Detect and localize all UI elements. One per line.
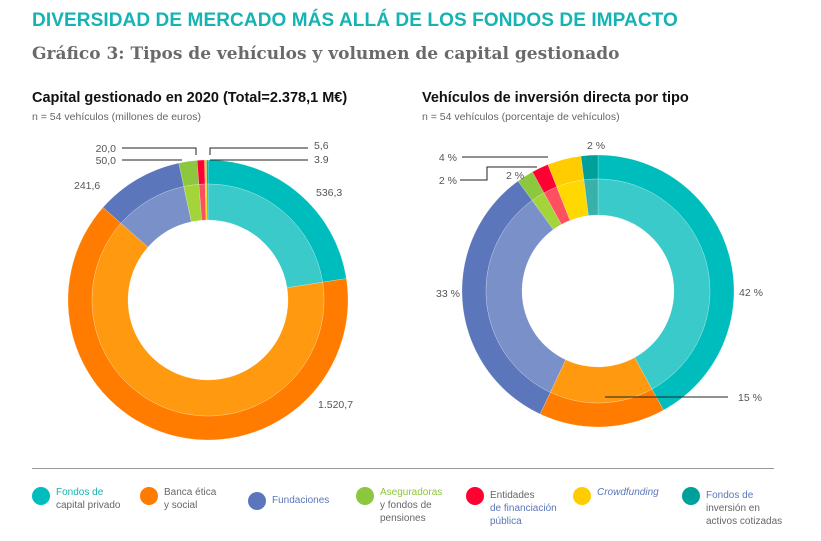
legend-label: Fondos de bbox=[56, 487, 104, 498]
section-title: DIVERSIDAD DE MERCADO MÁS ALLÁ DE LOS FO… bbox=[32, 10, 678, 31]
label-fundaciones: 241,6 bbox=[74, 180, 100, 192]
slice-inner-2 bbox=[120, 186, 192, 248]
slice-inner-6 bbox=[206, 183, 209, 221]
left-donut bbox=[67, 159, 349, 441]
slice-outer-6 bbox=[206, 159, 209, 185]
legend-label: Entidades bbox=[490, 490, 535, 501]
legend-item-capital-privado: Fondos de capital privado bbox=[32, 486, 120, 512]
slice-inner-1 bbox=[549, 357, 653, 404]
right-donut bbox=[461, 154, 735, 428]
legend-item-fondos-inversion: Fondos de inversión en activos cotizadas bbox=[682, 486, 791, 528]
donut-charts: 20,0 50,0 5,6 3.9 241,6 536,3 1.520,7 4 … bbox=[67, 140, 763, 441]
legend-item-aseguradoras: Aseguradoras y fondos de pensiones bbox=[356, 486, 460, 525]
legend-label: inversión en activos cotizadas bbox=[706, 503, 783, 527]
legend-label: y fondos de pensiones bbox=[380, 500, 432, 524]
legend-label: y social bbox=[164, 500, 198, 511]
legend-swatch bbox=[466, 487, 484, 505]
slice-inner-0 bbox=[597, 178, 711, 390]
label-banca-pct: 15 % bbox=[738, 392, 762, 404]
label-fondos-inversion: 3.9 bbox=[314, 154, 329, 166]
slice-inner-1 bbox=[91, 222, 325, 417]
chart-subtitle: Gráfico 3: Tipos de vehículos y volumen … bbox=[32, 44, 620, 64]
leader-lines bbox=[122, 147, 728, 398]
legend-swatch bbox=[32, 487, 50, 505]
legend-label: Banca ética bbox=[164, 487, 217, 498]
right-chart-note: n = 54 vehículos (porcentaje de vehículo… bbox=[422, 111, 620, 123]
label-aseguradoras: 50,0 bbox=[96, 155, 117, 167]
label-fondos-inversion-pct: 2 % bbox=[587, 140, 605, 152]
legend-item-banca: Banca ética y social bbox=[140, 486, 216, 512]
label-entidades: 20,0 bbox=[96, 143, 117, 155]
divider bbox=[32, 468, 774, 469]
legend-swatch bbox=[682, 487, 700, 505]
label-capital-privado: 536,3 bbox=[316, 187, 342, 199]
legend-swatch bbox=[248, 492, 266, 510]
legend-item-entidades: Entidades de financiación pública bbox=[466, 486, 570, 528]
legend-swatch bbox=[140, 487, 158, 505]
left-chart-title: Capital gestionado en 2020 (Total=2.378,… bbox=[32, 90, 348, 106]
legend-swatch bbox=[356, 487, 374, 505]
legend-swatch bbox=[573, 487, 591, 505]
label-crowdfunding: 5,6 bbox=[314, 140, 329, 152]
slice-inner-4 bbox=[543, 186, 571, 225]
legend-label: capital privado bbox=[56, 500, 121, 511]
label-entidades-pct: 2 % bbox=[439, 175, 457, 187]
legend-label: Fundaciones bbox=[272, 495, 330, 506]
legend-label: de financiación pública bbox=[490, 503, 557, 527]
slice-inner-6 bbox=[583, 178, 599, 216]
label-aseguradoras-pct: 2 % bbox=[506, 170, 524, 182]
legend-item-fundaciones: Fundaciones bbox=[248, 491, 329, 510]
slice-inner-3 bbox=[531, 192, 562, 230]
legend-label: Aseguradoras bbox=[380, 487, 443, 498]
slice-inner-0 bbox=[207, 183, 323, 289]
label-fundaciones-pct: 33 % bbox=[436, 288, 460, 300]
right-chart-title: Vehículos de inversión directa por tipo bbox=[422, 90, 689, 106]
legend-label: Crowdfunding bbox=[597, 487, 659, 498]
left-chart-note: n = 54 vehículos (millones de euros) bbox=[32, 111, 201, 123]
slice-inner-4 bbox=[198, 183, 207, 221]
slice-inner-3 bbox=[183, 184, 203, 223]
label-banca: 1.520,7 bbox=[318, 399, 353, 411]
slice-outer-6 bbox=[580, 154, 599, 181]
legend-label: Fondos de bbox=[706, 490, 754, 501]
label-capital-privado-pct: 42 % bbox=[739, 287, 763, 299]
label-crowdfunding-pct: 4 % bbox=[439, 152, 457, 164]
legend-item-crowdfunding: Crowdfunding bbox=[573, 486, 659, 505]
slice-inner-2 bbox=[485, 200, 566, 393]
